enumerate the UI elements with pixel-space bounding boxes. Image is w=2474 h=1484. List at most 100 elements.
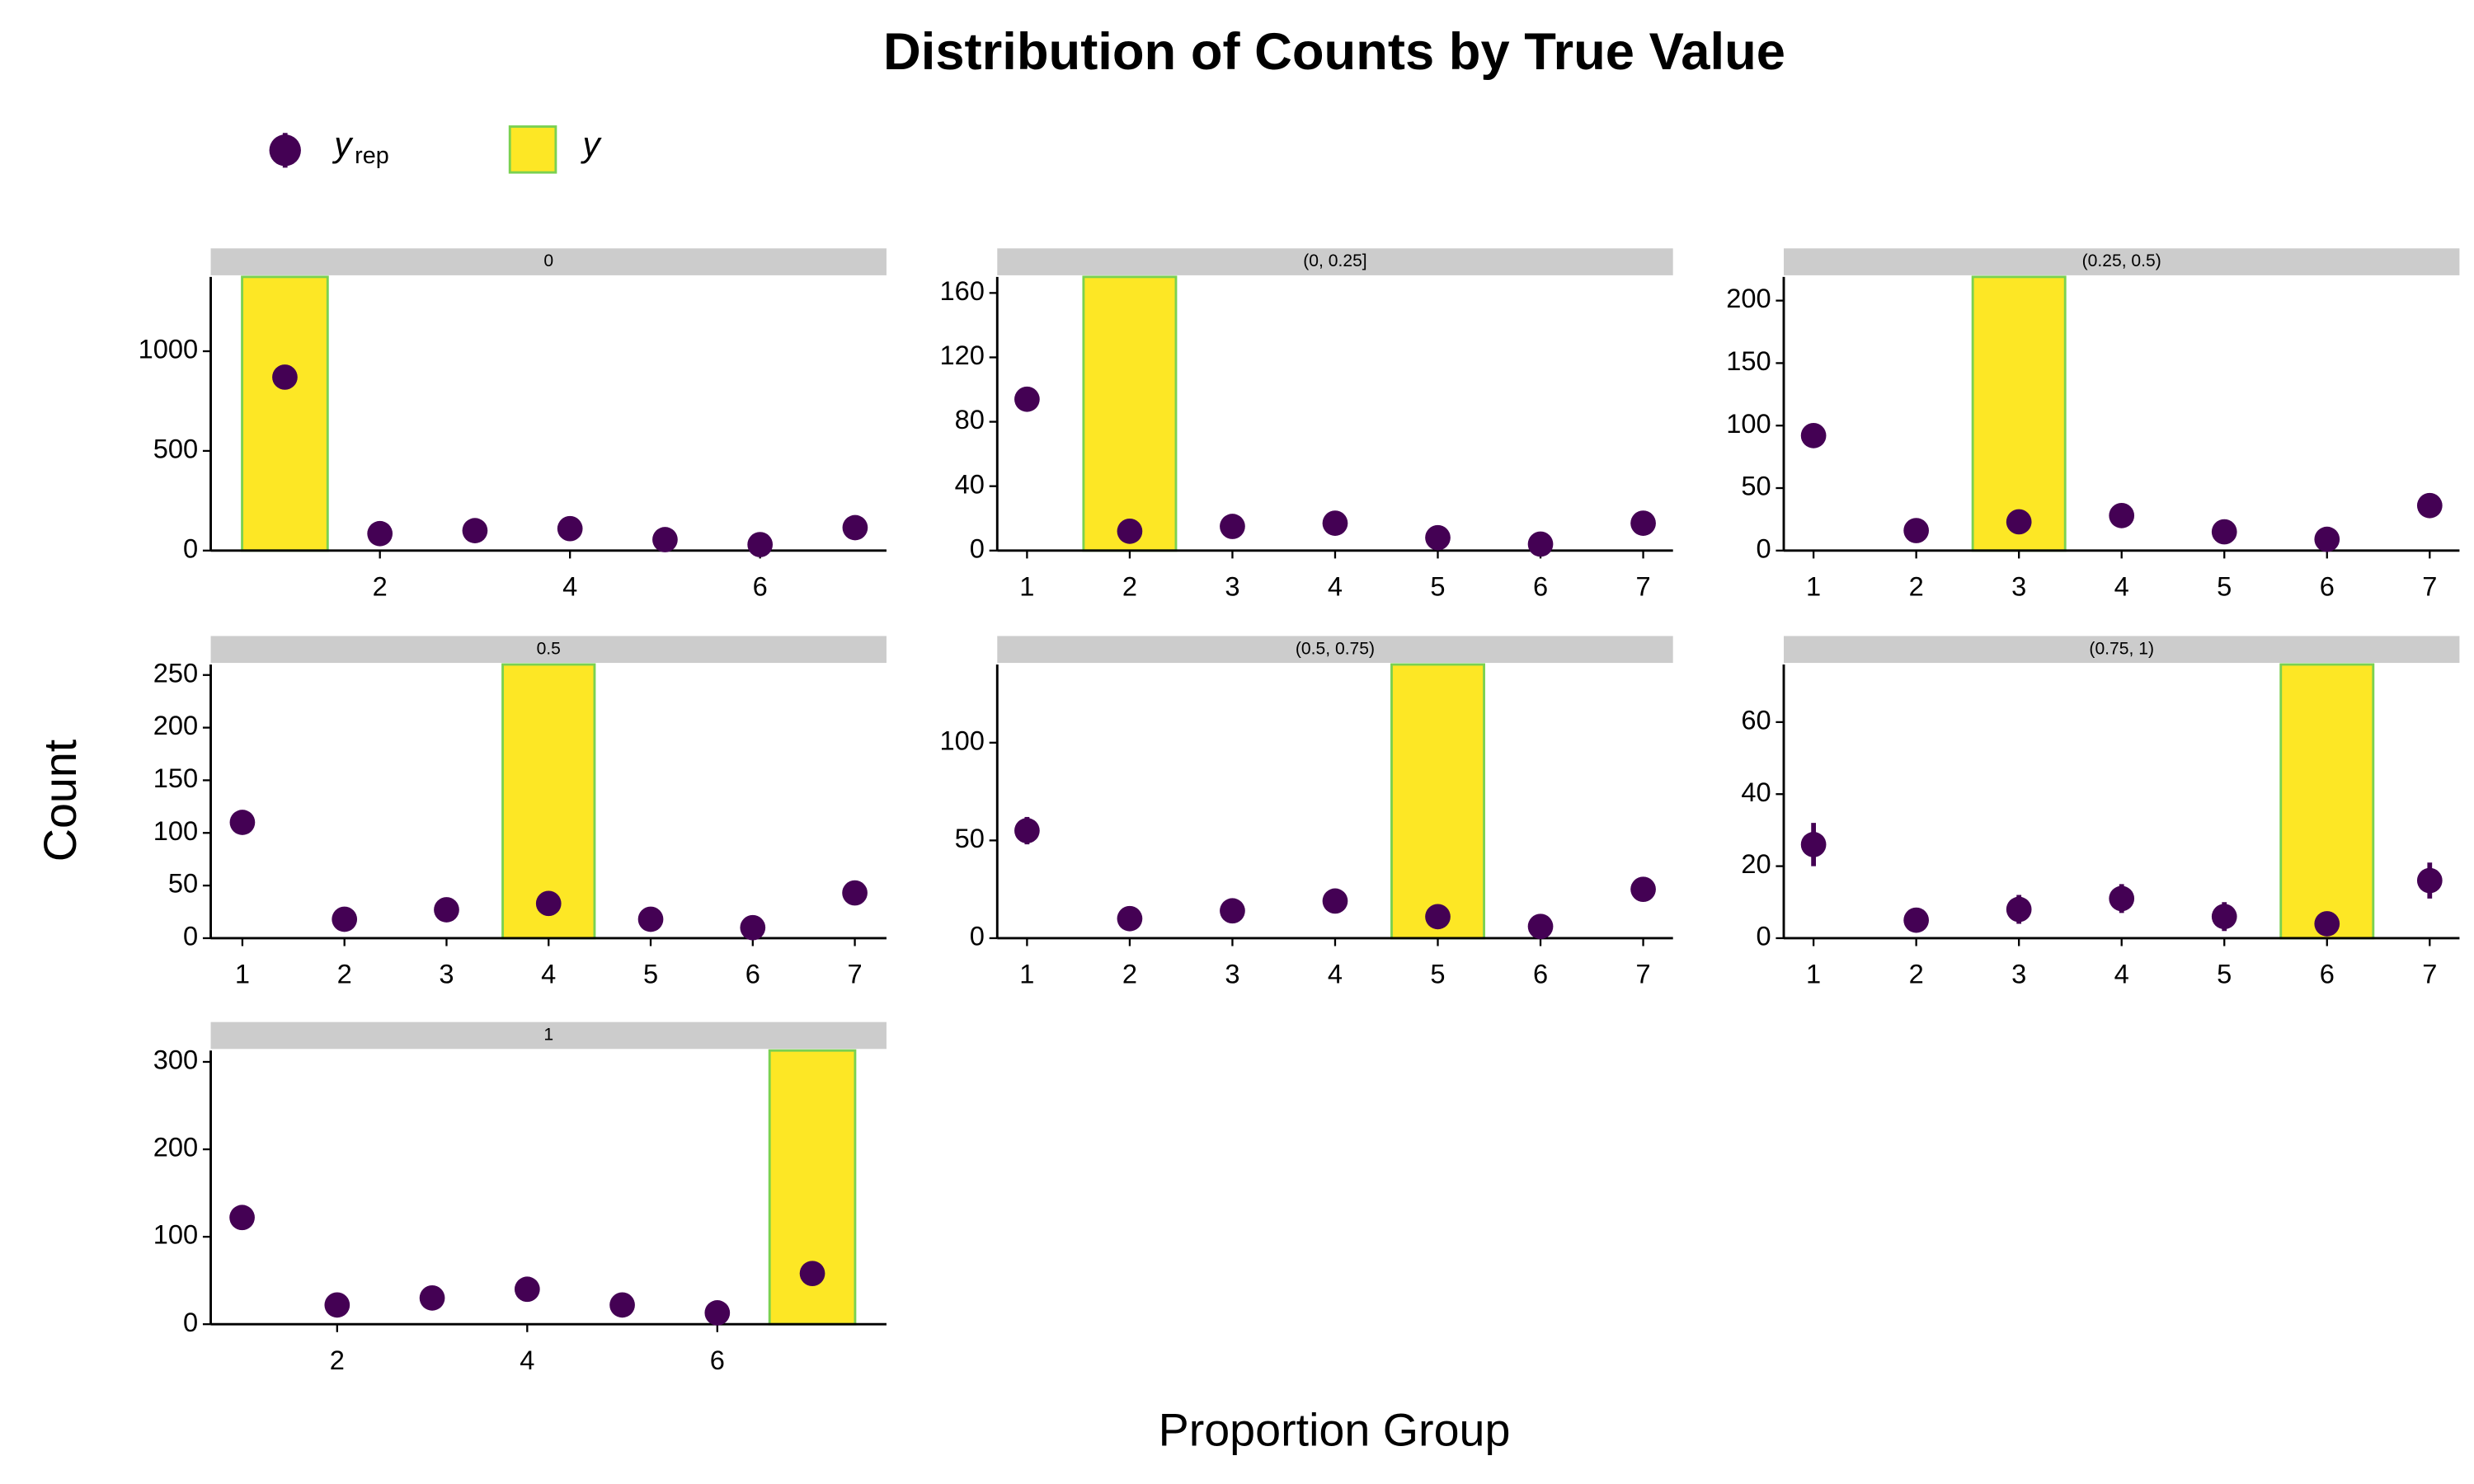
- point: [747, 532, 774, 557]
- strip: [210, 248, 887, 275]
- point: [535, 890, 562, 917]
- y-tick-label: 300: [153, 1045, 198, 1075]
- point: [2211, 904, 2237, 930]
- point: [324, 1292, 350, 1318]
- x-tick-label: 1: [1806, 959, 1821, 989]
- point: [1527, 531, 1554, 557]
- point: [740, 914, 766, 941]
- point: [842, 514, 868, 541]
- x-tick-label: 6: [1533, 959, 1548, 989]
- legend-label: y rep: [332, 125, 389, 169]
- x-tick-label: 5: [2217, 571, 2232, 601]
- legend-label: y: [581, 125, 603, 164]
- x-tick-label: 4: [1328, 959, 1343, 989]
- point: [1903, 518, 1930, 543]
- x-tick-label: 3: [439, 959, 454, 989]
- point: [557, 515, 583, 542]
- point: [1630, 510, 1656, 536]
- point: [229, 1205, 255, 1231]
- y-tick-label: 200: [1726, 283, 1771, 313]
- y-tick-label: 0: [970, 921, 985, 951]
- x-tick-label: 2: [337, 959, 352, 989]
- strip: [210, 636, 887, 664]
- y-tick-label: 500: [153, 434, 198, 464]
- chart-title: Distribution of Counts by True Value: [883, 23, 1785, 81]
- x-tick-label: 5: [2217, 959, 2232, 989]
- point: [2416, 867, 2443, 894]
- strip-label: (0.5, 0.75): [1296, 639, 1375, 658]
- legend-key-bar: [508, 125, 557, 174]
- point: [2109, 503, 2135, 528]
- x-tick-label: 1: [1806, 571, 1821, 601]
- y-axis-label: Count: [35, 739, 86, 862]
- point: [2006, 509, 2032, 535]
- point: [637, 906, 664, 932]
- y-tick-label: 0: [183, 1307, 198, 1337]
- y-tick-label: 150: [1726, 345, 1771, 376]
- x-tick-label: 6: [1533, 571, 1548, 601]
- y-tick-label: 200: [153, 1132, 198, 1162]
- y-tick-label: 0: [183, 533, 198, 563]
- point: [1220, 514, 1245, 539]
- bar: [2279, 663, 2375, 940]
- point: [1220, 898, 1245, 924]
- x-tick-label: 2: [1122, 571, 1137, 601]
- strip-label: (0.75, 1): [2089, 639, 2154, 658]
- point: [1800, 832, 1827, 857]
- point: [1014, 386, 1040, 412]
- y-tick-label: 150: [153, 763, 198, 793]
- x-tick-label: 3: [1225, 571, 1239, 601]
- point: [1425, 904, 1451, 930]
- x-tick-label: 1: [1019, 571, 1034, 601]
- point: [462, 518, 488, 543]
- x-tick-label: 2: [1122, 959, 1137, 989]
- point: [434, 897, 459, 923]
- x-tick-label: 2: [330, 1345, 345, 1375]
- x-tick-label: 4: [562, 571, 577, 601]
- point: [704, 1300, 731, 1326]
- x-axis-label: Proportion Group: [1159, 1404, 1511, 1455]
- point: [1117, 905, 1143, 932]
- x-tick-label: 4: [1328, 571, 1343, 601]
- y-tick-label: 40: [955, 468, 985, 499]
- y-tick-label: 120: [940, 340, 985, 370]
- y-tick-label: 20: [1741, 848, 1771, 879]
- point: [272, 364, 298, 390]
- x-tick-label: 6: [745, 959, 760, 989]
- point: [332, 906, 358, 932]
- x-tick-label: 7: [1635, 571, 1650, 601]
- bar: [1971, 275, 2067, 552]
- x-tick-label: 2: [1909, 571, 1924, 601]
- y-tick-label: 50: [955, 823, 985, 853]
- y-tick-label: 60: [1741, 704, 1771, 735]
- x-tick-label: 4: [2114, 571, 2129, 601]
- point: [1014, 818, 1040, 843]
- y-tick-label: 50: [168, 868, 198, 899]
- strip: [1784, 636, 2460, 664]
- x-tick-label: 2: [1909, 959, 1924, 989]
- strip: [210, 1021, 887, 1050]
- strip-label: 0.5: [537, 639, 561, 658]
- point: [1322, 510, 1348, 536]
- x-tick-label: 5: [643, 959, 658, 989]
- y-tick-label: 100: [940, 725, 985, 755]
- x-tick-label: 7: [2422, 959, 2437, 989]
- x-tick-label: 3: [2011, 959, 2026, 989]
- point: [2314, 911, 2340, 937]
- y-tick-label: 160: [940, 275, 985, 306]
- bar: [1082, 275, 1178, 552]
- x-tick-label: 7: [848, 959, 863, 989]
- point: [799, 1261, 825, 1287]
- x-tick-label: 6: [2320, 959, 2335, 989]
- point: [419, 1285, 445, 1311]
- y-tick-label: 100: [153, 1219, 198, 1250]
- legend-name: y: [332, 125, 354, 164]
- y-tick-label: 50: [1741, 471, 1771, 501]
- point: [1630, 876, 1656, 903]
- legend-subscript: rep: [355, 143, 389, 169]
- x-tick-label: 1: [235, 959, 250, 989]
- legend-name: y: [581, 125, 603, 164]
- point: [2314, 526, 2340, 552]
- strip-label: (0, 0.25]: [1303, 251, 1366, 270]
